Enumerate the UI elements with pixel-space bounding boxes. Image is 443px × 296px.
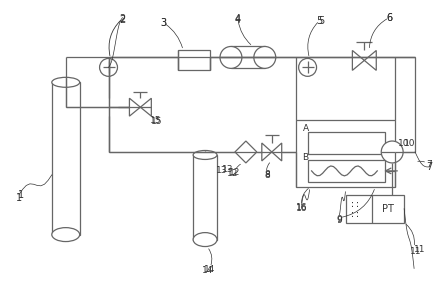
Text: 12: 12 [227, 169, 239, 178]
Text: 7: 7 [426, 160, 432, 169]
Polygon shape [364, 50, 376, 70]
Bar [307, 132, 385, 154]
Text: A: A [303, 124, 309, 133]
Text: 2: 2 [119, 14, 126, 24]
Text: 11: 11 [410, 247, 422, 256]
Ellipse shape [193, 233, 217, 247]
Text: 12: 12 [229, 168, 241, 177]
Text: ::: :: [350, 200, 361, 209]
Text: 10: 10 [398, 139, 410, 147]
Ellipse shape [193, 150, 217, 160]
Bar [178, 50, 210, 70]
Circle shape [381, 141, 403, 163]
Text: 3: 3 [160, 17, 166, 28]
Text: 16: 16 [296, 203, 307, 212]
Text: 4: 4 [235, 14, 241, 24]
Text: 6: 6 [386, 13, 392, 22]
Text: 7: 7 [426, 162, 432, 172]
Text: 5: 5 [316, 16, 323, 25]
Ellipse shape [52, 228, 80, 242]
Text: 11: 11 [414, 245, 426, 254]
Text: 5: 5 [319, 16, 325, 25]
Bar [346, 195, 404, 223]
Polygon shape [129, 98, 140, 116]
Bar [231, 46, 265, 68]
Bar [52, 82, 80, 235]
Text: 13: 13 [222, 165, 233, 174]
Polygon shape [272, 143, 282, 161]
Text: 8: 8 [264, 170, 270, 179]
Text: 15: 15 [150, 116, 161, 125]
Ellipse shape [254, 46, 276, 68]
Ellipse shape [220, 46, 242, 68]
Circle shape [100, 58, 117, 76]
Text: 14: 14 [204, 265, 216, 274]
Polygon shape [352, 50, 364, 70]
Polygon shape [235, 141, 257, 163]
Ellipse shape [52, 77, 80, 87]
Text: B: B [303, 153, 309, 163]
Text: 9: 9 [337, 216, 342, 225]
Text: 2: 2 [119, 15, 126, 25]
Text: 3: 3 [160, 17, 166, 28]
Text: 13: 13 [216, 166, 228, 176]
Text: 14: 14 [202, 266, 214, 275]
Bar [295, 120, 395, 187]
Text: ::: :: [350, 210, 361, 219]
Text: PT: PT [382, 204, 394, 214]
Text: 4: 4 [235, 15, 241, 25]
Text: 9: 9 [337, 215, 342, 224]
Text: 1: 1 [16, 193, 22, 203]
Text: 1: 1 [18, 190, 24, 200]
Bar [307, 160, 385, 182]
Bar [193, 155, 217, 239]
Text: 6: 6 [386, 13, 392, 22]
Circle shape [299, 58, 317, 76]
Text: 16: 16 [296, 204, 307, 213]
Polygon shape [262, 143, 272, 161]
Polygon shape [140, 98, 152, 116]
Text: 8: 8 [264, 171, 270, 180]
Text: 10: 10 [404, 139, 416, 147]
Text: 15: 15 [151, 117, 162, 126]
